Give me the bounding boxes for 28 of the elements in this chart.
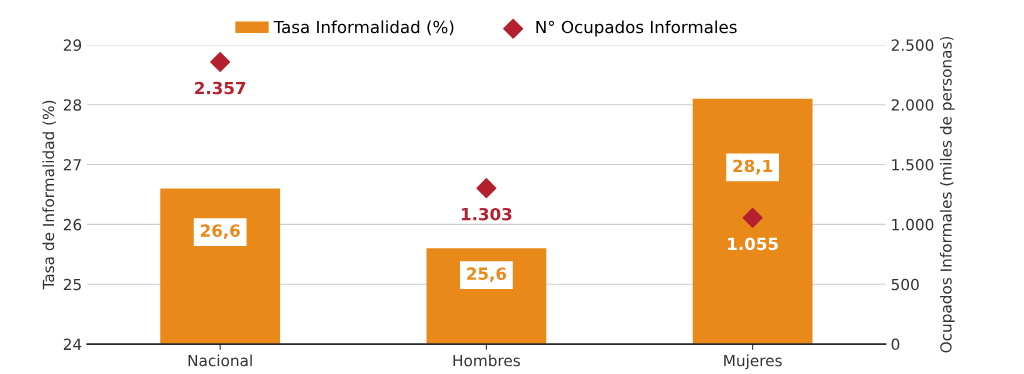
y2-tick-label: 2.000	[891, 99, 934, 111]
data-label: 1.055	[728, 237, 778, 251]
y2-tick-label: 1.500	[892, 159, 934, 171]
data-label: 2.357	[195, 81, 246, 95]
y2-tick-label: 2.500	[891, 39, 934, 51]
data-label: 28,1	[733, 159, 773, 175]
x-tick-label: Mujeres	[724, 354, 782, 370]
y-tick-label: 28	[63, 99, 82, 111]
y-tick-label: 29	[63, 39, 82, 51]
data-label: 1.303	[461, 207, 512, 221]
point	[210, 51, 231, 73]
y-tick-label: 26	[63, 218, 82, 231]
legend-label: Tasa Informalidad (%)	[273, 20, 454, 36]
data-label: 25,6	[467, 267, 507, 283]
y-axis-title: Tasa de Informalidad (%)	[42, 100, 57, 290]
x-tick-label: Nacional	[188, 354, 252, 367]
y2-tick-label: 1.000	[892, 218, 934, 231]
y-tick-label: 24	[63, 338, 82, 350]
y-tick-label: 25	[63, 278, 81, 291]
y2-axis-title: Ocupados Informales (miles de personas)	[939, 36, 955, 353]
x-tick-label: Hombres	[453, 354, 521, 367]
y-tick-label: 27	[63, 159, 81, 171]
y2-tick-label: 500	[891, 278, 919, 291]
point	[742, 207, 763, 228]
data-label: 26,6	[200, 224, 240, 240]
y2-tick-label: 0	[891, 338, 900, 351]
legend-label: N° Ocupados Informales	[536, 20, 737, 37]
point	[476, 178, 497, 199]
